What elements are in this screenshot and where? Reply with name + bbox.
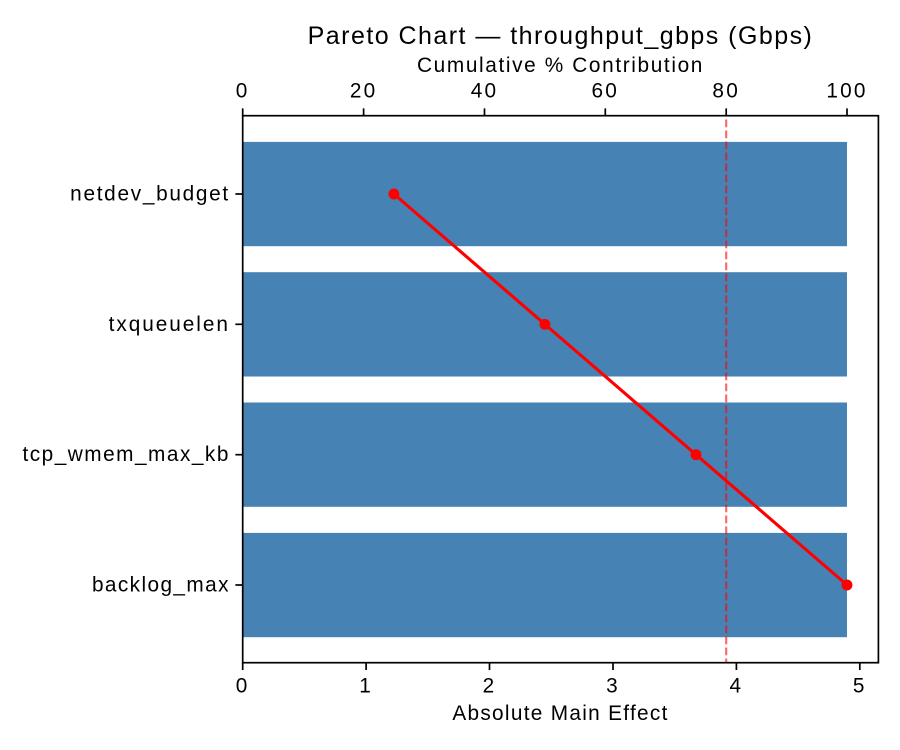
svg-text:netdev_budget: netdev_budget bbox=[70, 183, 230, 206]
svg-text:0: 0 bbox=[236, 80, 250, 103]
svg-text:0: 0 bbox=[236, 675, 250, 698]
svg-text:60: 60 bbox=[592, 80, 620, 103]
svg-text:Absolute Main Effect: Absolute Main Effect bbox=[452, 702, 668, 725]
svg-text:5: 5 bbox=[853, 675, 867, 698]
svg-text:4: 4 bbox=[730, 675, 744, 698]
svg-text:40: 40 bbox=[471, 80, 499, 103]
svg-text:20: 20 bbox=[350, 80, 378, 103]
svg-text:3: 3 bbox=[606, 675, 620, 698]
svg-text:100: 100 bbox=[826, 80, 867, 103]
svg-text:txqueuelen: txqueuelen bbox=[109, 313, 230, 336]
svg-text:1: 1 bbox=[359, 675, 373, 698]
svg-text:tcp_wmem_max_kb: tcp_wmem_max_kb bbox=[22, 443, 229, 466]
svg-text:Pareto Chart — throughput_gbps: Pareto Chart — throughput_gbps (Gbps) bbox=[308, 22, 814, 50]
svg-text:80: 80 bbox=[712, 80, 740, 103]
svg-text:backlog_max: backlog_max bbox=[92, 574, 230, 597]
svg-text:2: 2 bbox=[483, 675, 497, 698]
svg-text:Cumulative % Contribution: Cumulative % Contribution bbox=[417, 54, 704, 77]
